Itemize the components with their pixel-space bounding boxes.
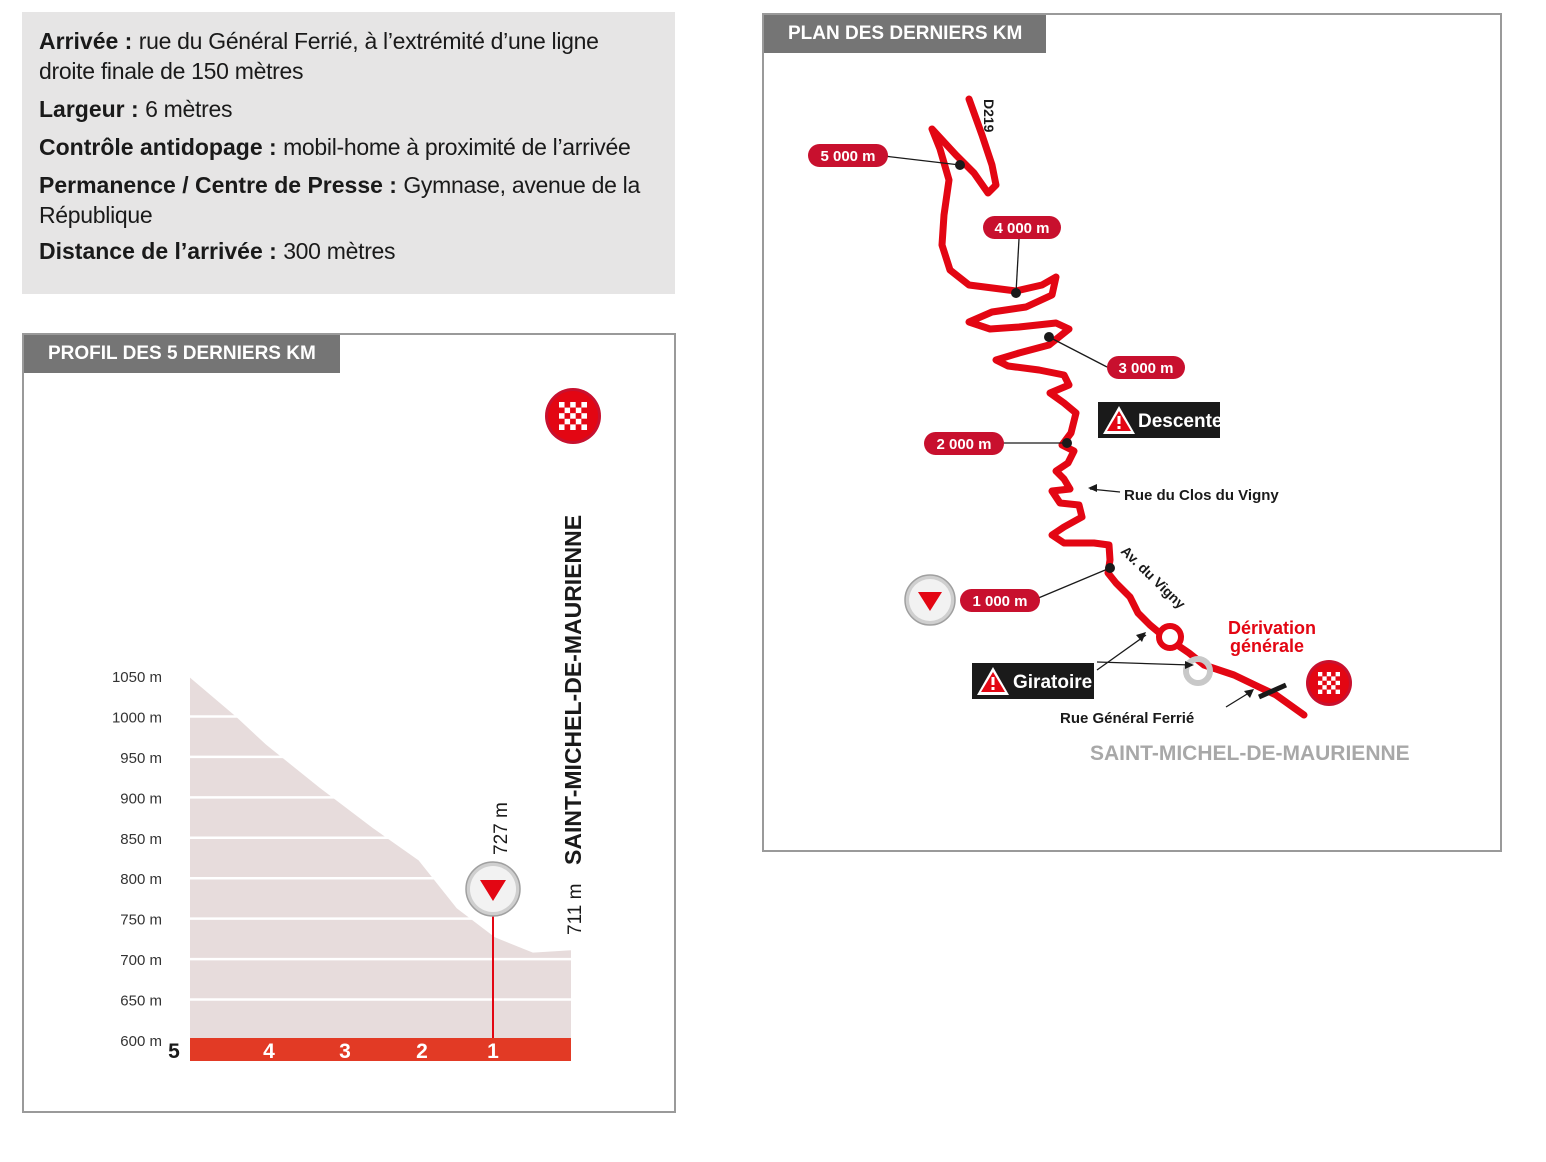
marker-2000: 2 000 m	[924, 432, 1004, 455]
finish-flag-map-icon	[1306, 660, 1352, 706]
largeur-label: Largeur :	[39, 96, 139, 122]
summit-altitude-label: 727 m	[491, 802, 512, 855]
marker-5000-label: 5 000 m	[820, 148, 875, 165]
descente-warning: Descente	[1098, 402, 1223, 438]
finish-altitude-label: 711 m	[565, 884, 586, 935]
marker-3000-label: 3 000 m	[1118, 360, 1173, 377]
rue-clos-label: Rue du Clos du Vigny	[1124, 487, 1279, 504]
y-axis-ticks: 1050 m 1000 m 950 m 900 m 850 m 800 m 750 m 700…	[112, 669, 162, 1050]
arrivee-label: Arrivée :	[39, 28, 133, 54]
marker-dots	[955, 160, 1115, 573]
controle-label: Contrôle antidopage :	[39, 134, 277, 160]
marker-2000-label: 2 000 m	[936, 436, 991, 453]
distance-label: Distance de l’arrivée :	[39, 238, 277, 264]
derivation-label-2: générale	[1230, 636, 1304, 656]
marker-1000: 1 000 m	[960, 589, 1040, 612]
route-map: 5 000 m 4 000 m 3 000 m 2 000 m 1 000 m …	[808, 95, 1410, 765]
finish-line-mark	[1257, 682, 1288, 700]
largeur-value: 6 mètres	[145, 96, 233, 122]
x-tick-label: 5	[168, 1040, 180, 1063]
controle-value: mobil-home à proximité de l’arrivée	[283, 134, 631, 160]
profile-chart: 1050 m 1000 m 950 m 900 m 850 m 800 m 750 m 700…	[112, 388, 601, 1063]
marker-5000: 5 000 m	[808, 144, 888, 167]
secondary-roundabout-icon	[1183, 656, 1213, 686]
y-tick-label: 700 m	[120, 952, 162, 969]
marker-4000-label: 4 000 m	[994, 220, 1049, 237]
km-band	[190, 1038, 571, 1061]
roundabout-icon	[1156, 623, 1184, 651]
flamme-rouge-icon	[465, 861, 521, 917]
flamme-rouge-map-icon	[904, 574, 956, 626]
profile-panel: PROFIL DES 5 DERNIERS KM 1050 m 1000 m 950…	[22, 333, 676, 1113]
rue-ferrie-label: Rue Général Ferrié	[1060, 710, 1194, 727]
x-tick-label: 1	[487, 1040, 499, 1063]
permanence-value: Gymnase, avenue de la République	[39, 172, 640, 228]
road-label-d219: D219	[981, 99, 997, 133]
marker-3000: 3 000 m	[1107, 356, 1185, 379]
y-tick-label: 1000 m	[112, 709, 162, 726]
info-arrivee: Arrivée : rue du Général Ferrié, à l’ext…	[39, 26, 659, 86]
x-tick-label: 3	[339, 1040, 351, 1063]
descente-label: Descente	[1138, 411, 1223, 432]
info-largeur: Largeur : 6 mètres	[39, 94, 659, 124]
y-tick-label: 850 m	[120, 831, 162, 848]
y-tick-label: 800 m	[120, 871, 162, 888]
y-tick-label: 600 m	[120, 1033, 162, 1050]
arrow-heads	[1088, 484, 1254, 698]
town-label-vertical: SAINT-MICHEL-DE-MAURIENNE	[560, 515, 586, 865]
info-permanence: Permanence / Centre de Presse : Gymnase,…	[39, 170, 659, 230]
profile-area	[190, 677, 571, 1040]
map-tab-title: PLAN DES DERNIERS KM	[764, 15, 1047, 53]
distance-value: 300 mètres	[283, 238, 396, 264]
giratoire-warning: Giratoire	[972, 663, 1094, 699]
arrivee-value: rue du Général Ferrié, à l’extrémité d’u…	[39, 28, 599, 84]
marker-4000: 4 000 m	[983, 216, 1061, 239]
y-tick-label: 650 m	[120, 993, 162, 1010]
x-axis-ticks: 5 4 3 2 1	[168, 1040, 499, 1063]
permanence-label: Permanence / Centre de Presse :	[39, 172, 397, 198]
marker-1000-label: 1 000 m	[972, 593, 1027, 610]
x-tick-label: 4	[263, 1040, 275, 1063]
route-line	[928, 95, 1308, 719]
profile-tab-title: PROFIL DES 5 DERNIERS KM	[24, 335, 340, 373]
stage-info-box: Arrivée : rue du Général Ferrié, à l’ext…	[22, 12, 675, 294]
y-tick-label: 950 m	[120, 750, 162, 767]
info-distance: Distance de l’arrivée : 300 mètres	[39, 236, 659, 266]
x-tick-label: 2	[416, 1040, 428, 1063]
derivation-label-1: Dérivation	[1228, 618, 1316, 638]
y-tick-label: 750 m	[120, 912, 162, 929]
map-town-label: SAINT-MICHEL-DE-MAURIENNE	[1090, 742, 1410, 765]
y-tick-label: 900 m	[120, 790, 162, 807]
giratoire-label: Giratoire	[1013, 672, 1092, 693]
finish-flag-icon	[545, 388, 601, 444]
map-panel: PLAN DES DERNIERS KM	[762, 13, 1502, 852]
info-controle: Contrôle antidopage : mobil-home à proxi…	[39, 132, 659, 162]
y-tick-label: 1050 m	[112, 669, 162, 686]
